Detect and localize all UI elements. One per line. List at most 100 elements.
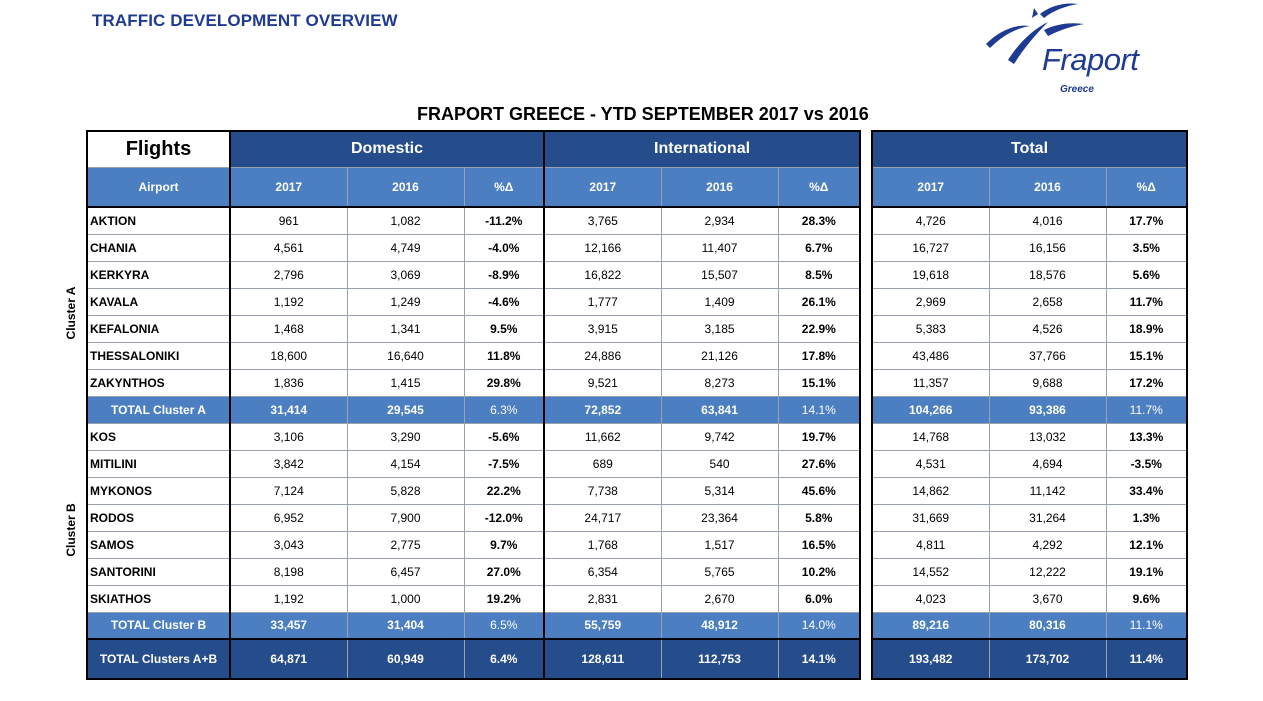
domestic-2017-cell: 1,836	[229, 368, 348, 397]
domestic-2016-cell: 3,290	[346, 422, 465, 451]
international-2017-cell: 3,765	[543, 206, 662, 235]
airport-cell: SKIATHOS	[86, 584, 231, 613]
domestic-pct-cell: 22.2%	[463, 476, 545, 505]
total-2016-cell: 4,016	[988, 206, 1107, 235]
international-2016-cell: 8,273	[660, 368, 779, 397]
total-pct-cell: 11.7%	[1105, 395, 1188, 424]
international-2016-cell: 5,765	[660, 557, 779, 586]
airport-column-header: Airport	[86, 166, 231, 208]
international-2016-cell: 2,934	[660, 206, 779, 235]
international-2017-cell: 689	[543, 449, 662, 478]
domestic-pct-cell: 9.5%	[463, 314, 545, 343]
airport-cell: TOTAL Cluster A	[86, 395, 231, 424]
domestic-pct-cell: -7.5%	[463, 449, 545, 478]
international-2016-cell: 1,409	[660, 287, 779, 316]
domestic-pct-cell: -4.0%	[463, 233, 545, 262]
international-pct-cell: 14.0%	[777, 611, 861, 640]
table-row: SAMOS 3,043 2,775 9.7% 1,768 1,517 16.5%	[86, 530, 861, 559]
total-pct-cell: 11.7%	[1105, 287, 1188, 316]
domestic-2016-cell: 7,900	[346, 503, 465, 532]
total-2017-cell: 31,669	[871, 503, 990, 532]
report-title: FRAPORT GREECE - YTD SEPTEMBER 2017 vs 2…	[417, 104, 869, 124]
domestic-2016-cell: 60,949	[346, 638, 465, 680]
total-2016-cell: 37,766	[988, 341, 1107, 370]
international-pct-cell: 6.0%	[777, 584, 861, 613]
domestic-2016-header: 2016	[346, 166, 465, 208]
flights-header: Flights	[86, 130, 231, 168]
airport-cell: MYKONOS	[86, 476, 231, 505]
domestic-2017-cell: 33,457	[229, 611, 348, 640]
domestic-2017-cell: 2,796	[229, 260, 348, 289]
total-2016-cell: 16,156	[988, 233, 1107, 262]
table-row: ZAKYNTHOS 1,836 1,415 29.8% 9,521 8,273 15.1%	[86, 368, 861, 397]
international-2016-cell: 48,912	[660, 611, 779, 640]
international-pct-cell: 14.1%	[777, 395, 861, 424]
table-row: SANTORINI 8,198 6,457 27.0% 6,354 5,765 10.2%	[86, 557, 861, 586]
cluster-b-label: Cluster B	[64, 503, 78, 557]
domestic-2016-cell: 29,545	[346, 395, 465, 424]
domestic-2017-cell: 3,106	[229, 422, 348, 451]
international-pct-cell: 28.3%	[777, 206, 861, 235]
table-row: SKIATHOS 1,192 1,000 19.2% 2,831 2,670 6.0%	[86, 584, 861, 613]
table-row: 16,727 16,156 3.5%	[871, 233, 1188, 262]
domestic-2016-cell: 1,249	[346, 287, 465, 316]
total-2016-cell: 4,292	[988, 530, 1107, 559]
domestic-pct-cell: 27.0%	[463, 557, 545, 586]
table-row: 5,383 4,526 18.9%	[871, 314, 1188, 343]
total-2017-cell: 4,811	[871, 530, 990, 559]
total-header: Total	[871, 130, 1188, 168]
international-2017-cell: 3,915	[543, 314, 662, 343]
total-2017-cell: 193,482	[871, 638, 990, 680]
table-row: KAVALA 1,192 1,249 -4.6% 1,777 1,409 26.1%	[86, 287, 861, 316]
total-pct-cell: 19.1%	[1105, 557, 1188, 586]
fraport-swoosh-icon	[986, 3, 1084, 64]
total-2016-cell: 13,032	[988, 422, 1107, 451]
table-row: 19,618 18,576 5.6%	[871, 260, 1188, 289]
domestic-2016-cell: 31,404	[346, 611, 465, 640]
airport-cell: AKTION	[86, 206, 231, 235]
total-pct-cell: 17.2%	[1105, 368, 1188, 397]
total-pct-cell: 11.4%	[1105, 638, 1188, 680]
international-2017-cell: 1,777	[543, 287, 662, 316]
international-2017-cell: 12,166	[543, 233, 662, 262]
international-pct-cell: 8.5%	[777, 260, 861, 289]
total-2016-cell: 12,222	[988, 557, 1107, 586]
domestic-pct-cell: 29.8%	[463, 368, 545, 397]
total-pct-cell: 13.3%	[1105, 422, 1188, 451]
total-2017-cell: 4,023	[871, 584, 990, 613]
total-2016-cell: 173,702	[988, 638, 1107, 680]
airport-cell: KOS	[86, 422, 231, 451]
international-pct-cell: 26.1%	[777, 287, 861, 316]
table-row: THESSALONIKI 18,600 16,640 11.8% 24,886 21,12…	[86, 341, 861, 370]
international-2017-cell: 24,886	[543, 341, 662, 370]
total-pct-cell: 12.1%	[1105, 530, 1188, 559]
domestic-2017-cell: 3,043	[229, 530, 348, 559]
total-2017-cell: 19,618	[871, 260, 990, 289]
airport-cell: TOTAL Clusters A+B	[86, 638, 231, 680]
international-2016-cell: 2,670	[660, 584, 779, 613]
total-2016-header: 2016	[988, 166, 1107, 208]
table-row: CHANIA 4,561 4,749 -4.0% 12,166 11,407 6.7%	[86, 233, 861, 262]
total-pct-cell: 5.6%	[1105, 260, 1188, 289]
total-2016-cell: 4,526	[988, 314, 1107, 343]
domestic-pct-cell: -4.6%	[463, 287, 545, 316]
international-2016-cell: 63,841	[660, 395, 779, 424]
international-2016-cell: 1,517	[660, 530, 779, 559]
domestic-2017-cell: 64,871	[229, 638, 348, 680]
total-2016-cell: 93,386	[988, 395, 1107, 424]
domestic-pct-cell: -11.2%	[463, 206, 545, 235]
airport-cell: SAMOS	[86, 530, 231, 559]
airport-cell: TOTAL Cluster B	[86, 611, 231, 640]
airport-cell: CHANIA	[86, 233, 231, 262]
total-2016-cell: 11,142	[988, 476, 1107, 505]
table-row: RODOS 6,952 7,900 -12.0% 24,717 23,364 5.8%	[86, 503, 861, 532]
domestic-pct-header: %Δ	[463, 166, 545, 208]
domestic-2017-cell: 961	[229, 206, 348, 235]
total-2017-cell: 4,726	[871, 206, 990, 235]
total-2017-cell: 14,862	[871, 476, 990, 505]
international-2016-cell: 112,753	[660, 638, 779, 680]
cluster-a-label: Cluster A	[64, 286, 78, 340]
total-2016-cell: 31,264	[988, 503, 1107, 532]
airport-cell: KEFALONIA	[86, 314, 231, 343]
international-pct-cell: 15.1%	[777, 368, 861, 397]
